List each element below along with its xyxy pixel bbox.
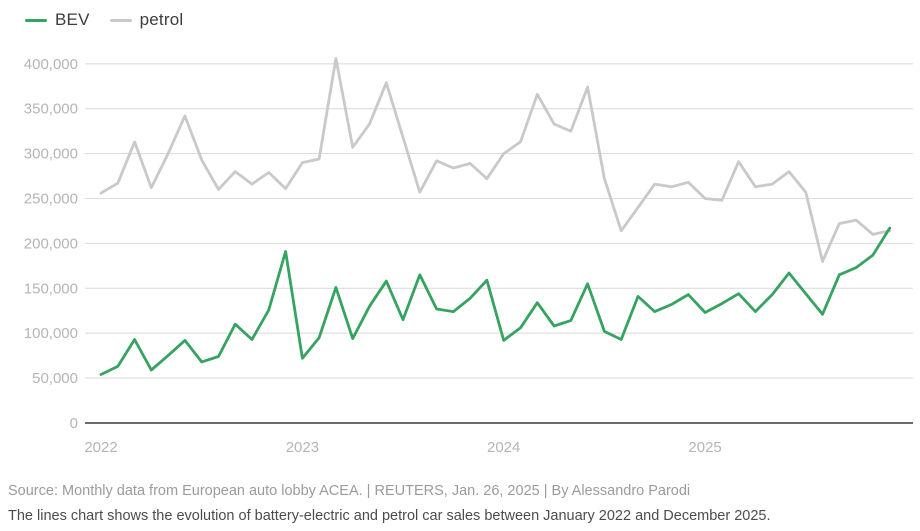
y-tick-label: 350,000 <box>24 101 78 118</box>
x-tick-label: 2024 <box>487 439 520 456</box>
description-text: The lines chart shows the evolution of b… <box>8 508 771 524</box>
y-tick-label: 100,000 <box>24 325 78 342</box>
legend-item-bev: BEV <box>25 10 90 30</box>
bev-line <box>99 226 892 376</box>
source-text: Source: Monthly data from European auto … <box>8 483 691 499</box>
petrol-line <box>99 57 892 263</box>
y-tick-label: 50,000 <box>32 370 78 387</box>
bev-line-swatch-icon <box>25 18 47 22</box>
x-tick-label: 2023 <box>286 439 319 456</box>
y-tick-label: 200,000 <box>24 235 78 252</box>
y-tick-label: 0 <box>70 415 78 432</box>
legend: BEV petrol <box>25 10 183 30</box>
x-tick-label: 2025 <box>688 439 721 456</box>
y-tick-label: 150,000 <box>24 280 78 297</box>
y-tick-label: 250,000 <box>24 191 78 208</box>
y-tick-label: 400,000 <box>24 56 78 73</box>
legend-label-petrol: petrol <box>139 10 184 29</box>
legend-label-bev: BEV <box>55 10 90 29</box>
y-tick-label: 300,000 <box>24 146 78 163</box>
legend-item-petrol: petrol <box>109 10 184 30</box>
x-tick-label: 2022 <box>84 439 117 456</box>
petrol-line-swatch-icon <box>109 18 132 22</box>
line-chart: 0 50,000 100,000 150,000 200,000 250,000 300,0… <box>24 56 913 456</box>
